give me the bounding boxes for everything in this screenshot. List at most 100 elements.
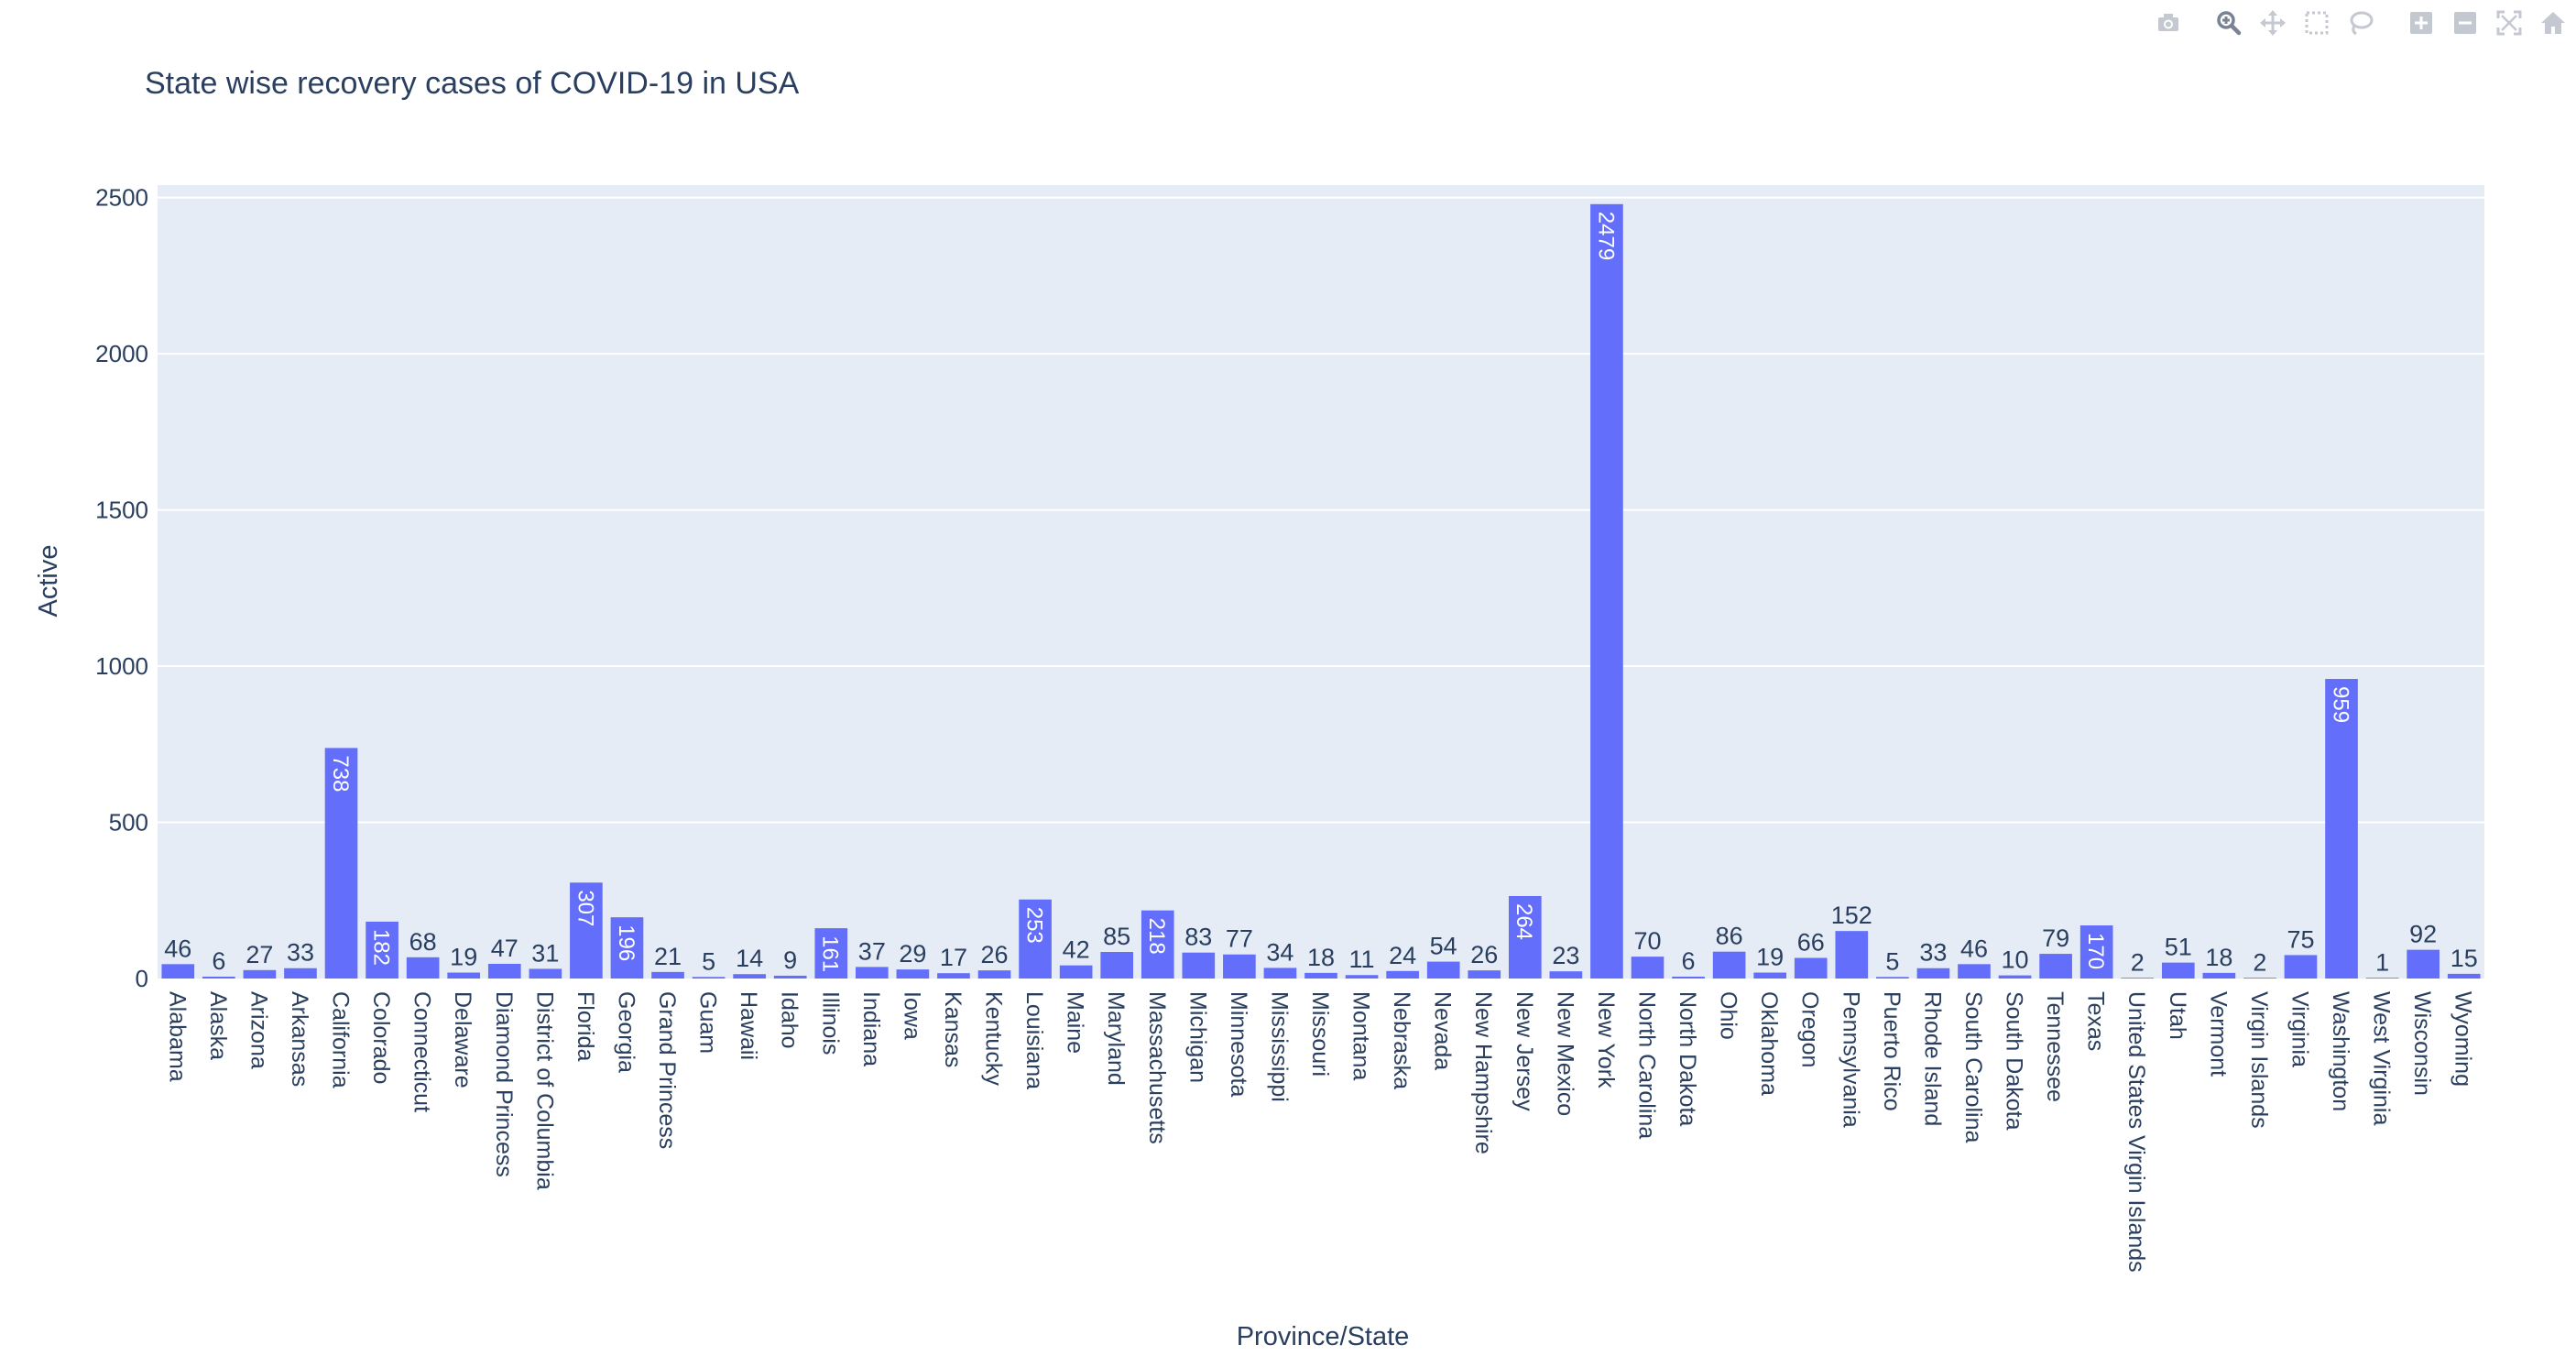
bar-value-label: 23: [1552, 942, 1579, 969]
bar-value-label: 19: [1756, 944, 1784, 971]
bar[interactable]: [243, 969, 277, 979]
bar[interactable]: [2039, 954, 2072, 979]
bar[interactable]: [487, 963, 521, 979]
pan-button[interactable]: [2257, 7, 2288, 38]
bar[interactable]: [2284, 955, 2318, 979]
bar[interactable]: [692, 977, 726, 979]
zoom-in-icon: [2410, 12, 2432, 34]
bar[interactable]: [1590, 203, 1623, 979]
bar[interactable]: [1998, 975, 2032, 979]
bar-value-label: 47: [491, 935, 518, 962]
bar-value-label: 83: [1184, 924, 1212, 951]
modebar-group: [2153, 7, 2184, 38]
camera-button[interactable]: [2153, 7, 2184, 38]
plot-area: [158, 185, 2484, 979]
bar[interactable]: [406, 957, 440, 979]
bar[interactable]: [610, 917, 644, 979]
x-tick-label: Mississippi: [1266, 991, 1292, 1102]
x-tick-label: New Hampshire: [1470, 991, 1496, 1154]
bar[interactable]: [2079, 925, 2113, 979]
bar-value-label: 6: [212, 947, 225, 975]
bar[interactable]: [896, 969, 930, 979]
x-tick-label: Rhode Island: [1919, 991, 1945, 1126]
bar[interactable]: [814, 928, 848, 979]
reset-axes-icon: [2541, 12, 2565, 34]
bar-value-label: 5: [1885, 947, 1899, 975]
bar[interactable]: [1100, 952, 1134, 979]
bar[interactable]: [937, 973, 970, 979]
bar[interactable]: [447, 972, 481, 979]
bar[interactable]: [733, 974, 766, 979]
bar[interactable]: [773, 975, 807, 979]
box-select-button[interactable]: [2301, 7, 2332, 38]
bar[interactable]: [651, 971, 684, 979]
bar-value-label: 196: [614, 924, 639, 961]
bar[interactable]: [1386, 970, 1419, 979]
autoscale-button[interactable]: [2494, 7, 2525, 38]
bars[interactable]: [161, 203, 2481, 979]
bar[interactable]: [1263, 968, 1297, 979]
bar[interactable]: [366, 921, 398, 979]
bar[interactable]: [1426, 961, 1460, 979]
bar-value-label: 54: [1430, 933, 1457, 960]
bar[interactable]: [1019, 899, 1052, 979]
bar[interactable]: [1059, 965, 1093, 979]
bar-value-label: 182: [368, 929, 393, 966]
bar[interactable]: [2243, 978, 2276, 979]
zoom-out-button[interactable]: [2450, 7, 2481, 38]
reset-axes-button[interactable]: [2538, 7, 2569, 38]
x-tick-label: United States Virgin Islands: [2123, 991, 2149, 1273]
bar[interactable]: [1304, 972, 1337, 979]
bar[interactable]: [2365, 978, 2399, 979]
bar[interactable]: [2407, 949, 2440, 979]
x-tick-label: Arkansas: [287, 991, 312, 1087]
bar[interactable]: [1794, 957, 1828, 979]
x-tick-label: Hawaii: [736, 991, 761, 1060]
bar[interactable]: [2325, 679, 2358, 979]
bar[interactable]: [1631, 957, 1665, 979]
bar[interactable]: [161, 964, 195, 979]
x-tick-label: Kentucky: [981, 991, 1007, 1086]
bar[interactable]: [1753, 972, 1786, 979]
bar[interactable]: [1508, 895, 1542, 979]
bar[interactable]: [1712, 951, 1746, 979]
x-tick-label: Delaware: [450, 991, 475, 1088]
bar[interactable]: [1672, 976, 1705, 979]
x-tick-label: Puerto Rico: [1879, 991, 1905, 1111]
zoom-button[interactable]: [2213, 7, 2244, 38]
bar[interactable]: [2202, 972, 2236, 979]
x-tick-label: District of Columbia: [531, 991, 557, 1190]
zoom-in-button[interactable]: [2406, 7, 2437, 38]
bar[interactable]: [977, 970, 1011, 979]
bar[interactable]: [202, 976, 235, 979]
bar[interactable]: [1916, 968, 1950, 979]
lasso-select-button[interactable]: [2345, 7, 2376, 38]
bar[interactable]: [1223, 954, 1256, 979]
bar[interactable]: [2121, 978, 2155, 979]
bar[interactable]: [2161, 962, 2195, 979]
bar[interactable]: [1182, 952, 1216, 979]
bar-value-label: 307: [573, 890, 597, 926]
bar[interactable]: [324, 748, 358, 979]
bar[interactable]: [1958, 964, 1991, 979]
bar[interactable]: [1141, 910, 1174, 979]
x-tick-label: Maine: [1063, 991, 1088, 1054]
pan-icon: [2260, 10, 2286, 36]
chart-title: State wise recovery cases of COVID-19 in…: [145, 66, 800, 101]
bar[interactable]: [1345, 975, 1379, 979]
bar[interactable]: [1835, 931, 1869, 979]
y-tick-label: 0: [136, 965, 148, 992]
bar[interactable]: [856, 967, 889, 979]
x-tick-label: Texas: [2083, 991, 2109, 1051]
bar[interactable]: [529, 968, 562, 979]
bar[interactable]: [284, 968, 317, 979]
bar[interactable]: [570, 882, 603, 979]
bar[interactable]: [1549, 971, 1583, 979]
bar[interactable]: [2447, 973, 2481, 979]
bar[interactable]: [1876, 977, 1909, 979]
bar[interactable]: [1468, 970, 1501, 979]
x-tick-label: Michigan: [1184, 991, 1210, 1083]
x-tick-label: North Dakota: [1675, 991, 1700, 1126]
bar-value-label: 26: [980, 941, 1008, 968]
x-tick-label: Louisiana: [1021, 991, 1047, 1089]
